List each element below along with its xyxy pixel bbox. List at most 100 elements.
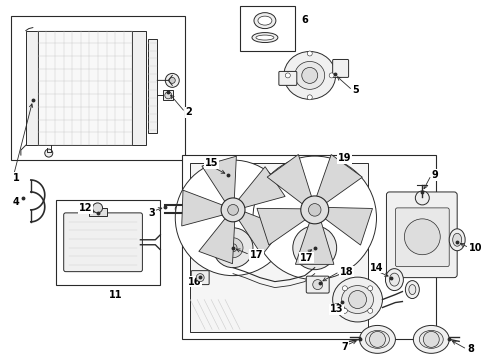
- Bar: [26, 31, 38, 145]
- FancyBboxPatch shape: [64, 213, 143, 272]
- Circle shape: [285, 73, 290, 78]
- Circle shape: [293, 226, 337, 270]
- Polygon shape: [257, 208, 305, 245]
- Ellipse shape: [256, 35, 274, 40]
- Circle shape: [165, 73, 179, 87]
- Circle shape: [229, 244, 237, 252]
- Ellipse shape: [360, 325, 395, 353]
- Circle shape: [404, 219, 440, 255]
- Ellipse shape: [449, 229, 465, 251]
- Circle shape: [228, 204, 239, 215]
- Polygon shape: [267, 154, 312, 204]
- FancyBboxPatch shape: [191, 271, 209, 285]
- Circle shape: [304, 237, 326, 259]
- Circle shape: [310, 243, 319, 252]
- Text: 14: 14: [369, 263, 383, 273]
- Polygon shape: [202, 156, 236, 201]
- Bar: [89, 208, 106, 216]
- Circle shape: [223, 238, 243, 258]
- Ellipse shape: [254, 13, 276, 28]
- Ellipse shape: [386, 269, 403, 291]
- FancyBboxPatch shape: [279, 71, 297, 85]
- Ellipse shape: [333, 277, 383, 322]
- Circle shape: [348, 291, 367, 309]
- Bar: [132, 31, 147, 145]
- Text: 10: 10: [469, 243, 483, 253]
- Circle shape: [213, 228, 253, 268]
- Polygon shape: [239, 167, 285, 207]
- Text: 8: 8: [467, 345, 474, 354]
- Ellipse shape: [405, 280, 419, 298]
- Text: 16: 16: [188, 276, 202, 287]
- Circle shape: [253, 156, 376, 280]
- Text: 5: 5: [353, 85, 359, 95]
- Circle shape: [196, 274, 204, 282]
- Circle shape: [175, 205, 183, 213]
- Text: 9: 9: [431, 170, 438, 180]
- Circle shape: [307, 51, 312, 56]
- Circle shape: [343, 286, 347, 291]
- FancyBboxPatch shape: [395, 208, 449, 267]
- Circle shape: [165, 92, 172, 99]
- Circle shape: [93, 203, 102, 213]
- Polygon shape: [325, 207, 372, 245]
- Polygon shape: [317, 154, 363, 203]
- Text: 19: 19: [338, 153, 351, 163]
- Ellipse shape: [284, 51, 336, 99]
- FancyBboxPatch shape: [333, 59, 348, 77]
- Text: 4: 4: [13, 197, 20, 207]
- Circle shape: [343, 308, 347, 313]
- Text: 12: 12: [78, 203, 92, 213]
- Text: 17: 17: [250, 250, 264, 260]
- Polygon shape: [182, 190, 222, 226]
- Ellipse shape: [295, 62, 325, 89]
- Text: 2: 2: [185, 107, 192, 117]
- Circle shape: [302, 67, 318, 84]
- Circle shape: [45, 149, 53, 157]
- Ellipse shape: [409, 285, 416, 294]
- Circle shape: [329, 73, 334, 78]
- Bar: [190, 163, 368, 332]
- Circle shape: [369, 332, 386, 347]
- Polygon shape: [295, 222, 334, 264]
- Ellipse shape: [342, 285, 373, 314]
- Circle shape: [307, 95, 312, 100]
- Text: 13: 13: [330, 305, 343, 315]
- Bar: [182, 155, 436, 339]
- Ellipse shape: [419, 330, 443, 348]
- Bar: [11, 15, 185, 160]
- Circle shape: [175, 160, 291, 276]
- Circle shape: [416, 191, 429, 205]
- Circle shape: [368, 308, 373, 313]
- Text: 1: 1: [13, 173, 20, 183]
- Text: 7: 7: [342, 342, 348, 352]
- Text: 17: 17: [300, 253, 313, 263]
- FancyBboxPatch shape: [306, 276, 329, 293]
- Ellipse shape: [258, 16, 272, 25]
- Polygon shape: [199, 219, 235, 264]
- Ellipse shape: [414, 325, 449, 353]
- Bar: [38, 31, 132, 145]
- Text: 6: 6: [302, 15, 309, 24]
- Bar: [163, 90, 173, 100]
- Ellipse shape: [390, 273, 399, 286]
- Bar: [240, 6, 295, 50]
- Circle shape: [169, 77, 175, 84]
- Bar: [148, 39, 157, 133]
- Circle shape: [301, 196, 329, 224]
- Ellipse shape: [252, 32, 278, 42]
- Circle shape: [308, 204, 321, 216]
- Ellipse shape: [366, 330, 390, 348]
- Ellipse shape: [453, 233, 462, 246]
- Circle shape: [423, 332, 439, 347]
- Circle shape: [313, 280, 323, 289]
- Polygon shape: [239, 212, 284, 255]
- Text: 15: 15: [205, 158, 219, 168]
- Text: 18: 18: [340, 267, 353, 276]
- Circle shape: [221, 198, 245, 222]
- Circle shape: [368, 286, 373, 291]
- FancyBboxPatch shape: [387, 192, 457, 278]
- Text: 11: 11: [109, 289, 122, 300]
- Bar: [56, 200, 160, 285]
- Text: 3: 3: [148, 208, 155, 218]
